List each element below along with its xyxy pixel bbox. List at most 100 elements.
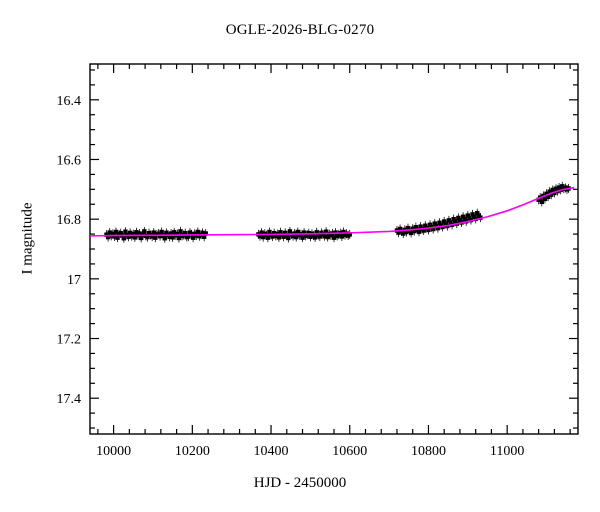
data-point [539,199,544,205]
data-point [451,216,456,222]
data-point [283,230,288,236]
data-point [339,234,345,239]
data-point [556,185,562,190]
data-point [470,212,475,217]
data-point [408,230,414,236]
data-point [172,230,177,235]
data-point [284,233,289,238]
y-tick-label: 17.4 [57,392,82,407]
data-point [286,235,291,241]
data-point [170,235,175,240]
data-point [151,230,156,235]
data-point [435,225,441,231]
data-point [123,229,128,234]
data-point [162,236,167,241]
data-point [121,236,127,241]
data-point [265,235,271,240]
data-point [264,233,269,238]
data-point [437,220,442,225]
data-point [175,231,180,237]
x-tick-label: 10000 [96,444,131,459]
data-point [118,230,123,236]
data-point [308,234,313,239]
y-tick-label: 16.8 [57,213,82,228]
data-point [159,229,164,235]
data-point [195,229,201,235]
data-point [465,213,471,218]
x-tick-label: 10800 [411,444,446,459]
data-point [176,235,182,241]
data-point [317,234,323,239]
data-point [430,226,436,232]
data-point [426,227,431,233]
data-point [418,224,423,229]
model-curve [89,186,575,237]
x-axis-label: HJD - 2450000 [253,475,347,491]
data-point [145,234,150,240]
data-point [105,234,111,240]
data-point [149,234,155,239]
chart-title: OGLE-2026-BLG-0270 [225,22,375,38]
data-point [156,231,161,236]
plot-frame [89,63,579,435]
data-point [259,230,264,235]
data-point [423,223,428,228]
data-point [322,233,327,239]
data-point [432,221,437,226]
data-point [276,235,282,240]
data-point [549,192,554,197]
data-point [542,196,548,202]
data-point [127,230,133,236]
data-point [405,225,411,231]
data-point [341,229,346,235]
data-point [115,235,120,240]
data-point [281,234,286,239]
data-point [267,229,272,235]
data-point [110,231,116,236]
data-point [271,230,277,236]
data-point [396,230,401,235]
data-point [113,229,119,235]
data-point [300,235,305,240]
y-tick-label: 16.4 [57,94,82,109]
data-point [278,230,283,235]
x-tick-label: 10600 [332,444,367,459]
data-point [323,229,329,234]
data-point [157,233,163,239]
y-tick-label: 17.2 [57,333,82,348]
x-tick-label: 11000 [490,444,524,459]
data-point [112,234,117,239]
data-point [404,229,409,235]
data-point [126,234,131,239]
data-point [413,225,419,230]
data-point [347,232,352,237]
data-point [544,191,549,196]
data-point [410,226,415,231]
data-point [168,231,174,236]
data-point [132,235,138,240]
data-point [553,186,559,191]
x-tick-label: 10400 [254,444,289,459]
y-tick-label: 16.6 [57,153,82,168]
data-point [312,235,318,240]
data-point [421,228,426,233]
data-point [257,233,263,239]
data-point [475,210,480,216]
data-point [478,215,483,220]
data-point [301,230,307,235]
data-point [294,234,299,240]
data-point [397,226,403,232]
data-point [290,233,296,239]
data-point [186,234,191,239]
data-point [167,234,172,239]
data-point [416,229,422,234]
data-point [137,231,142,236]
data-point [183,230,188,236]
data-point [142,229,147,234]
data-point [401,231,406,236]
data-point [270,234,275,239]
data-point [203,231,208,236]
data-point [460,214,466,219]
